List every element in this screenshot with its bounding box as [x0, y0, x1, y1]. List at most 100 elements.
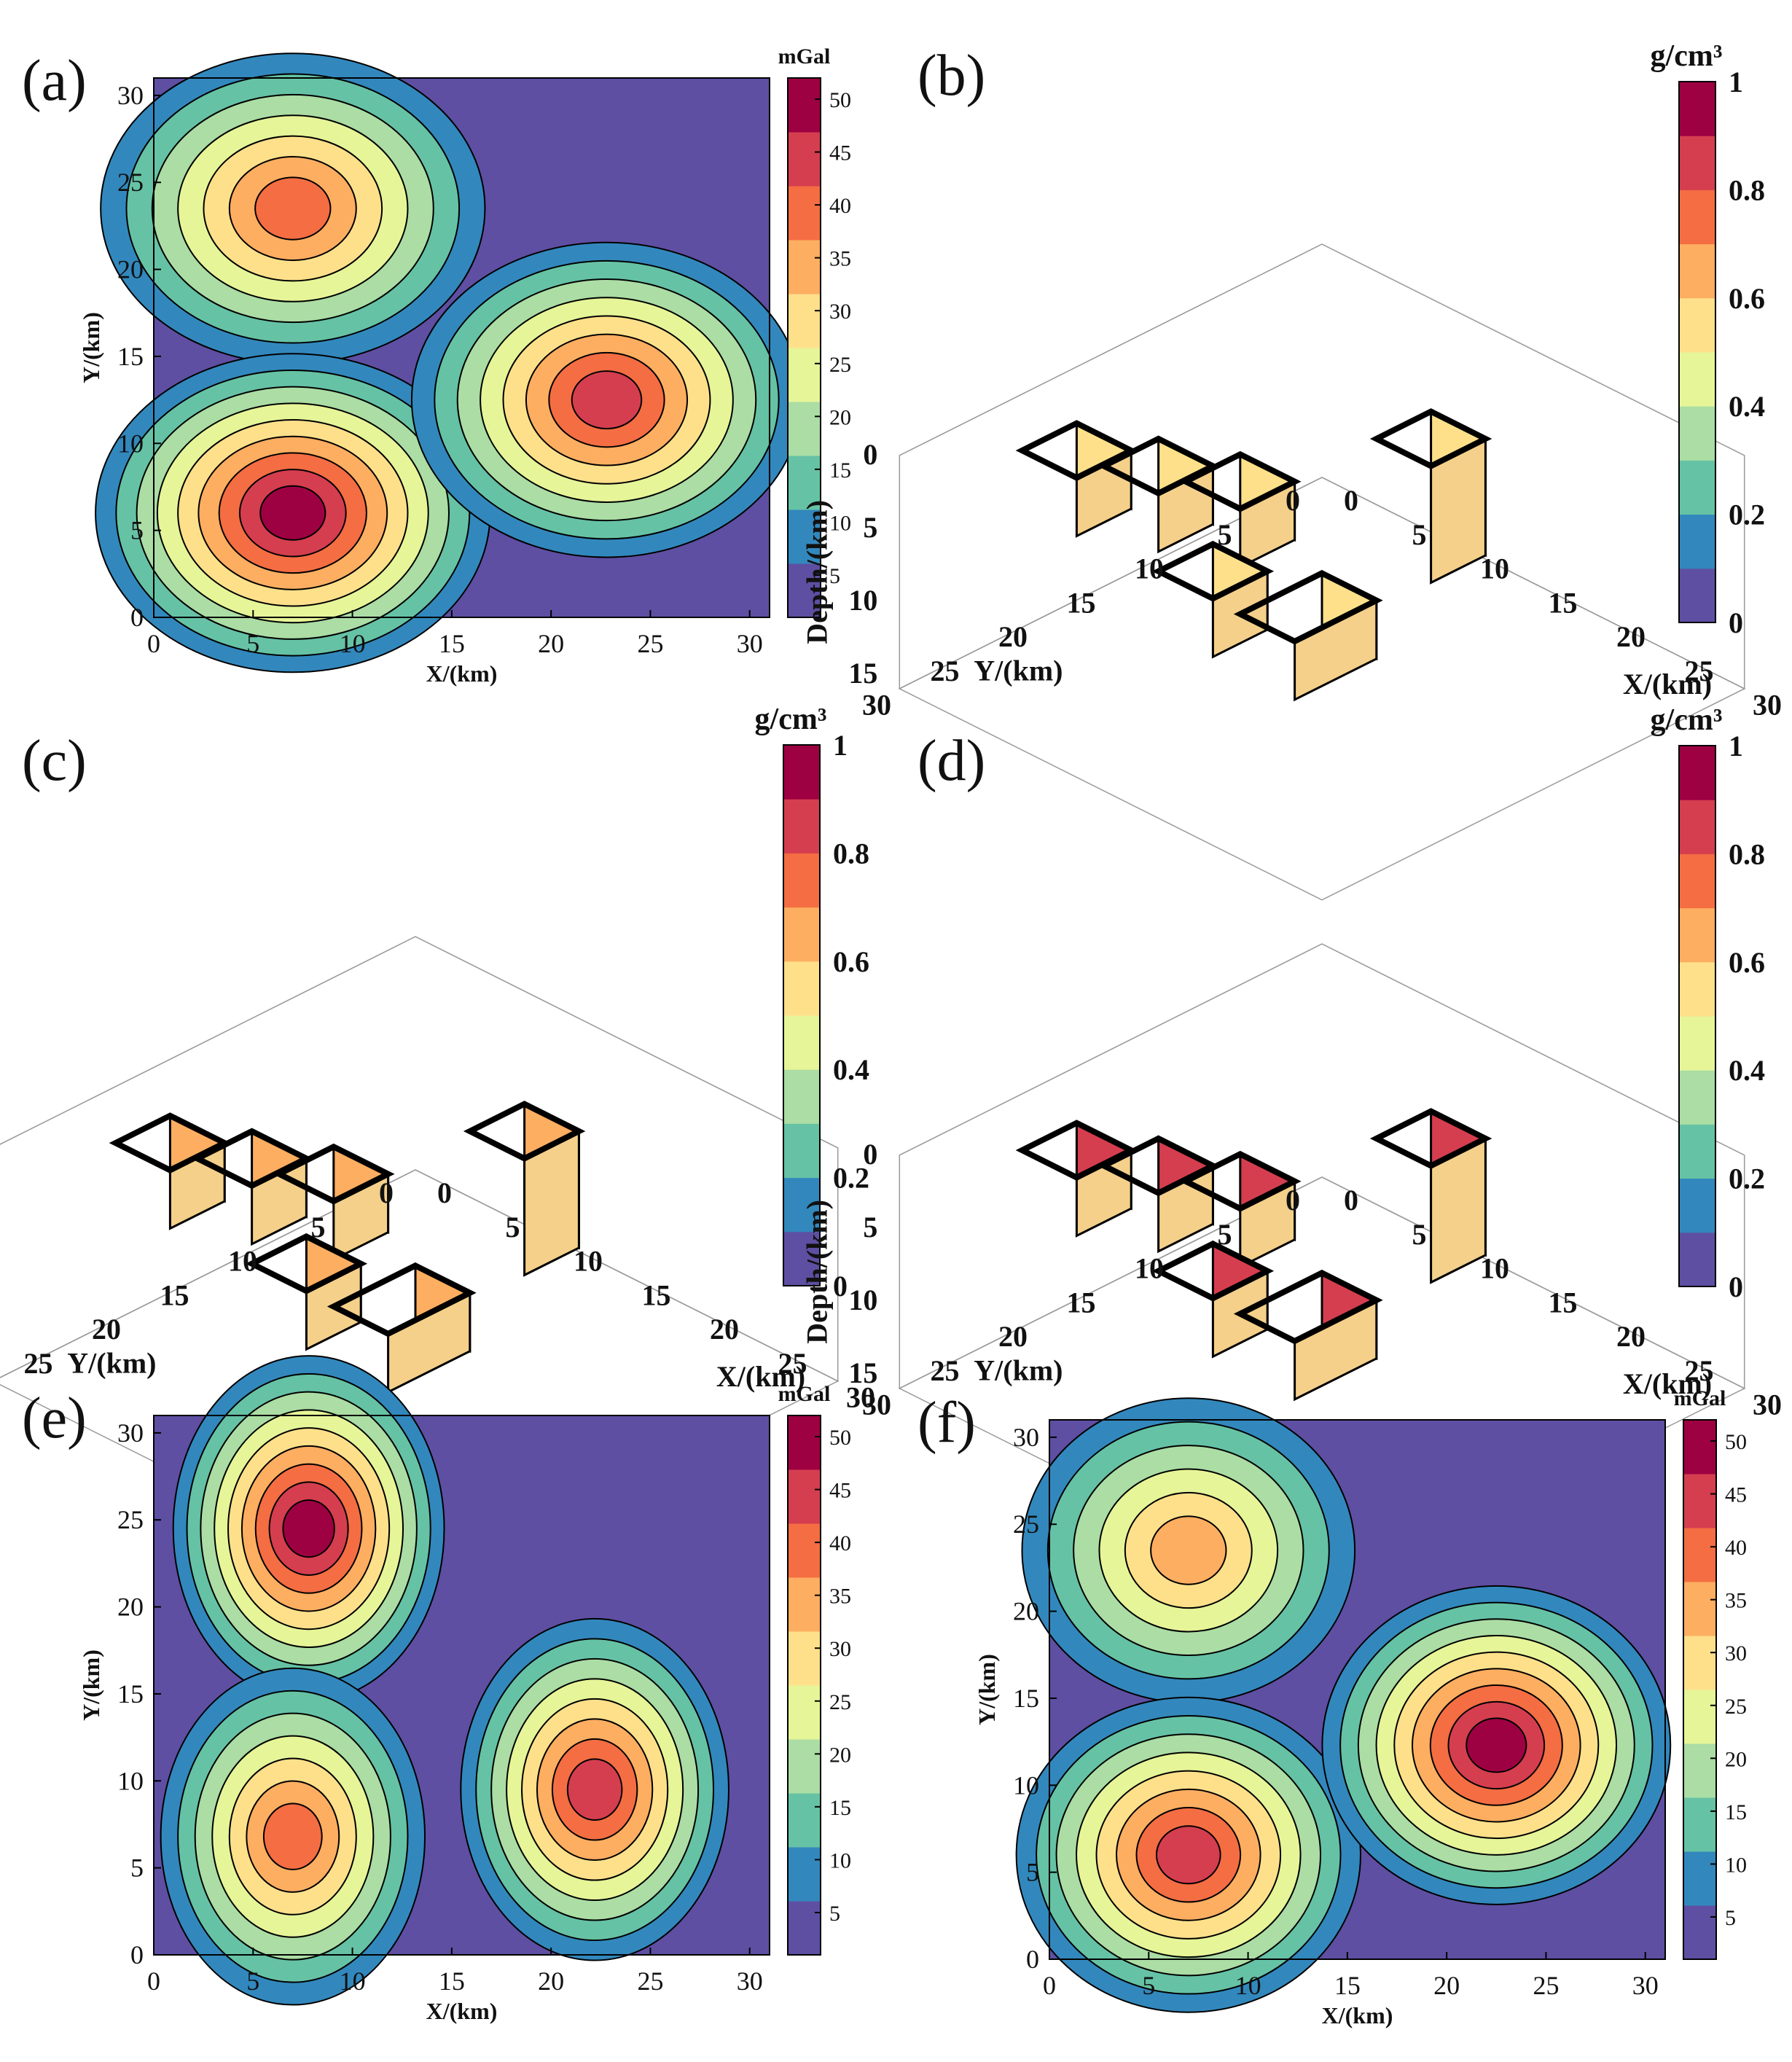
- colorbar-tick-label: 5: [829, 1902, 840, 1926]
- colorbar-segment: [1679, 1124, 1715, 1179]
- colorbar-tick-label: 45: [1725, 1483, 1747, 1507]
- true-body-outline-1: [109, 1112, 232, 1173]
- x-tick-label: 30: [737, 629, 763, 658]
- y-tick-label: 20: [117, 255, 144, 284]
- colorbar-segment: [1679, 1016, 1715, 1071]
- x-tick-label: 20: [710, 1313, 739, 1346]
- x-tick-label: 10: [1480, 552, 1509, 585]
- x-tick-label: 10: [574, 1245, 603, 1278]
- y-tick-label: 0: [1026, 1945, 1039, 1974]
- colorbar-segment: [1683, 1474, 1716, 1528]
- y-tick-label: 0: [379, 1176, 394, 1209]
- colorbar-segment: [788, 402, 821, 456]
- y-tick-label: 0: [1286, 1184, 1300, 1216]
- true-body-outline-6: [1369, 1108, 1492, 1169]
- colorbar-segment: [783, 745, 820, 800]
- colorbar-segment: [1679, 568, 1715, 623]
- panel-a: 0 5 10 15 20 25 30 0 5 10 15 20 25 30 X/(km) Y/(km) (a) 5…: [0, 0, 896, 687]
- x-tick-label: 25: [1685, 1354, 1714, 1387]
- panel-label: (e): [22, 1386, 87, 1450]
- x-tick-label: 20: [1616, 1320, 1646, 1353]
- colorbar-tick-label: 40: [829, 1531, 851, 1555]
- y-tick-label: 25: [1013, 1510, 1039, 1539]
- y-axis-label: Y/(km): [974, 1654, 1000, 1725]
- colorbar-segment: [1679, 514, 1715, 569]
- voxel-chart-b: 051015051015202530051015202530Depth/(km)…: [800, 39, 1782, 901]
- true-body-outline-1: [1015, 1120, 1138, 1181]
- colorbar-segment: [788, 1631, 821, 1686]
- panel-label: (a): [22, 49, 87, 113]
- colorbar-segment: [788, 456, 821, 510]
- y-tick-label: 10: [1135, 552, 1164, 585]
- x-tick-label: 0: [147, 1967, 160, 1996]
- colorbar-segment: [1683, 1743, 1716, 1798]
- panel-label: (f): [917, 1391, 976, 1455]
- z-axis-label: Depth/(km): [800, 500, 833, 644]
- colorbar-frame: [1678, 81, 1716, 623]
- y-tick-label: 5: [130, 516, 144, 545]
- true-body-outline-1: [1015, 420, 1138, 481]
- true-body-outline-3: [1179, 1150, 1302, 1212]
- plot-frame: [1049, 1419, 1666, 1960]
- z-tick-label: 15: [848, 1356, 877, 1389]
- x-tick-label: 25: [637, 1967, 663, 1996]
- z-tick-label: 0: [863, 1138, 877, 1171]
- true-body-outline-5: [326, 1262, 477, 1337]
- colorbar-segment: [1683, 1528, 1716, 1582]
- colorbar-unit: g/cm³: [1651, 39, 1723, 73]
- y-tick-label: 25: [931, 655, 960, 687]
- x-tick-label: 25: [1533, 1971, 1559, 2000]
- colorbar-unit: g/cm³: [1651, 703, 1723, 737]
- contour-level-2-9: [259, 485, 326, 541]
- colorbar-tick-label: 10: [1725, 1853, 1747, 1877]
- y-tick-label: 15: [1013, 1684, 1039, 1713]
- colorbar-segment: [1679, 297, 1715, 353]
- colorbar-tick-label: 20: [829, 1743, 851, 1767]
- colorbar-tick-label: 10: [829, 1848, 851, 1872]
- y-tick-label: 5: [1218, 1218, 1232, 1251]
- y-tick-label: 5: [311, 1211, 326, 1243]
- x-tick-label: 5: [246, 1967, 259, 1996]
- colorbar-segment: [1679, 1232, 1715, 1287]
- y-tick-label: 20: [1013, 1597, 1039, 1626]
- colorbar-tick-label: 0.8: [1729, 837, 1765, 870]
- colorbar-unit: mGal: [778, 1382, 831, 1406]
- z-tick-label: 0: [863, 438, 877, 471]
- x-tick-label: 25: [1685, 655, 1714, 687]
- colorbar-segment: [1679, 136, 1715, 190]
- panel-label: (d): [917, 729, 985, 793]
- colorbar-segment: [788, 1523, 821, 1578]
- y-tick-label: 0: [130, 1940, 144, 1969]
- panel-label: (b): [917, 44, 985, 108]
- panel-d: 0 5 10 15 0 5 10 15 20 25 30 0 5 10 15 20 25 30 Depth/(km)…: [800, 685, 1792, 1601]
- colorbar-segment: [788, 348, 821, 402]
- y-tick-label: 30: [862, 689, 891, 722]
- y-tick-label: 25: [117, 1505, 144, 1534]
- x-tick-label: 0: [1344, 1184, 1358, 1216]
- colorbar-tick-label: 30: [1725, 1641, 1747, 1665]
- x-tick-label: 0: [437, 1176, 452, 1209]
- x-tick-label: 10: [1235, 1971, 1261, 2000]
- colorbar-segment: [1679, 352, 1715, 407]
- contour-level-1-6: [1150, 1515, 1227, 1585]
- colorbar-segment: [1679, 854, 1715, 909]
- true-body-outline-4: [1151, 540, 1275, 602]
- y-tick-label: 20: [998, 1320, 1028, 1353]
- x-tick-label: 5: [246, 629, 259, 658]
- colorbar-tick-label: 0.2: [1729, 1163, 1765, 1195]
- voxel-chart-d: 051015051015202530051015202530Depth/(km)…: [800, 703, 1782, 1601]
- y-axis-label: Y/(km): [974, 654, 1063, 687]
- x-tick-label: 0: [147, 629, 160, 658]
- colorbar-segment: [788, 1793, 821, 1848]
- colorbar-segment: [783, 961, 820, 1016]
- colorbar-segment: [1679, 800, 1715, 854]
- y-axis-label: Y/(km): [67, 1346, 156, 1379]
- colorbar-tick-label: 0.4: [1729, 1054, 1765, 1087]
- panel-c: 051015051015202530051015202530Depth/(km)…: [0, 685, 896, 1593]
- colorbar-tick-label: 0.2: [1729, 499, 1765, 531]
- x-tick-label: 5: [1142, 1971, 1155, 2000]
- y-tick-label: 5: [1026, 1858, 1039, 1887]
- colorbar-tick-label: 1: [833, 729, 848, 762]
- colorbar-tick-label: 5: [1725, 1906, 1736, 1930]
- y-tick-label: 15: [160, 1278, 189, 1311]
